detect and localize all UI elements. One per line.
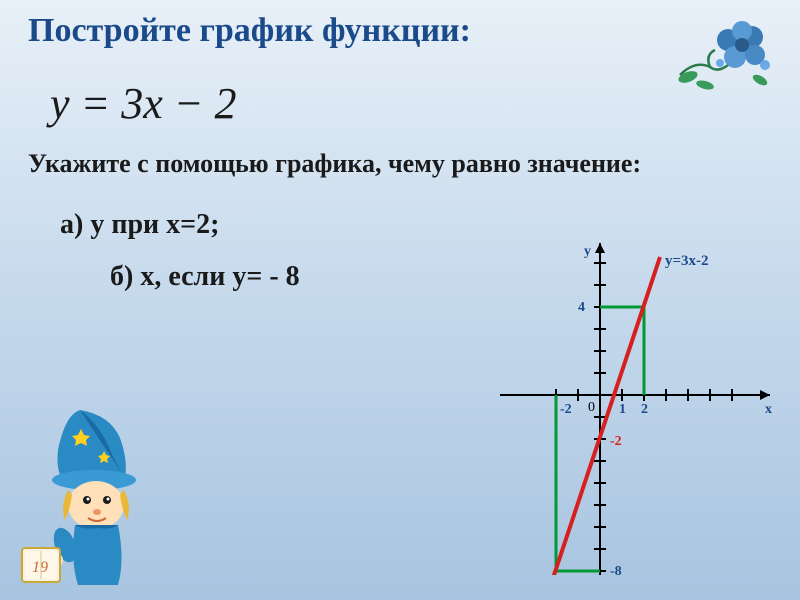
function-label: у=3х-2 [665, 253, 709, 269]
y-axis-label: у [584, 244, 591, 259]
svg-text:19: 19 [32, 559, 48, 576]
xtick-2: 2 [641, 402, 648, 417]
ytick-neg8: -8 [610, 564, 622, 575]
ytick-4: 4 [578, 300, 585, 315]
ytick-neg2: -2 [610, 434, 622, 449]
xtick-1: 1 [619, 402, 626, 417]
wizard-decoration: 19 [10, 400, 180, 590]
x-axis-label: х [765, 402, 772, 417]
function-chart: х у 0 1 2 -2 4 -2 -8 у=3х-2 [500, 235, 780, 575]
flower-decoration [660, 5, 790, 115]
origin-label: 0 [588, 400, 595, 415]
xtick-neg2: -2 [560, 402, 572, 417]
question-a: а) у при х=2; [0, 181, 800, 241]
subtitle: Укажите с помощью графика, чему равно зн… [0, 129, 800, 181]
